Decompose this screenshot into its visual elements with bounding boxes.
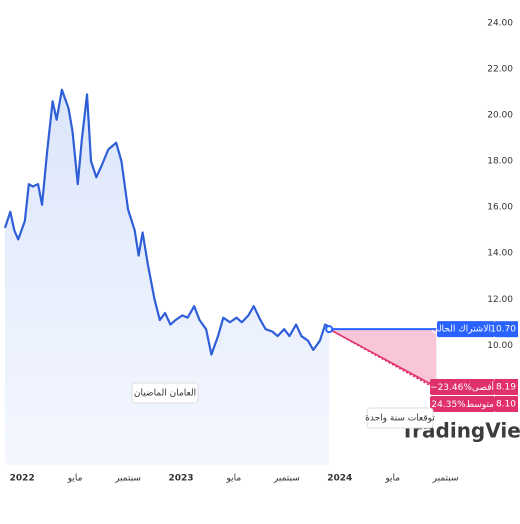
annotation: توقعات سنة واحدة [365,414,435,424]
current-label: الاشتراك الحالي [431,325,491,335]
forecast-name: متوسط [466,399,494,409]
x-tick-label: سبتمبر [432,474,459,484]
forecast-value-box [495,395,518,412]
price-line [3,88,330,356]
current-value-box [495,321,518,338]
forecast-box [430,395,495,412]
annotation: العامان الماضيان [134,389,196,399]
annotation-box [366,407,434,429]
x-tick-label: مايو [67,474,83,484]
forecast-change: −24.35% [424,399,466,409]
forecast-line [328,328,437,390]
y-tick-label: 10.00 [487,341,513,351]
forecast-value-box [495,378,518,395]
forecast-value: 8.10 [496,399,516,409]
forecast-box [430,378,495,395]
y-tick-label: 24.00 [487,19,513,29]
x-tick-label: 2023 [168,474,193,484]
x-tick-label: سبتمبر [273,474,300,484]
forecast-label: −24.35%متوسط [424,399,494,409]
annotation-box [131,382,199,404]
x-tick-label: مايو [226,474,242,484]
forecast-value: 8.19 [496,382,516,392]
y-tick-label: 22.00 [487,65,513,75]
y-tick-label: 16.00 [487,203,513,213]
x-tick-label: مايو [384,474,400,484]
current-box [437,321,495,338]
area [5,89,330,466]
y-tick-label: 14.00 [487,249,513,259]
y-tick-label: 18.00 [487,157,513,167]
x-tick-label: 2024 [327,474,352,484]
forecast-change: −23.46% [430,382,472,392]
current-point [325,325,334,334]
x-tick-label: سبتمبر [114,474,141,484]
current-value: 10.70 [490,325,516,335]
y-tick-label: 12.00 [487,295,513,305]
y-tick-label: 20.00 [487,111,513,121]
x-tick-label: 2022 [10,474,35,484]
forecast-name: أقصى [472,380,494,392]
forecast-label: −23.46%أقصى [430,380,494,392]
